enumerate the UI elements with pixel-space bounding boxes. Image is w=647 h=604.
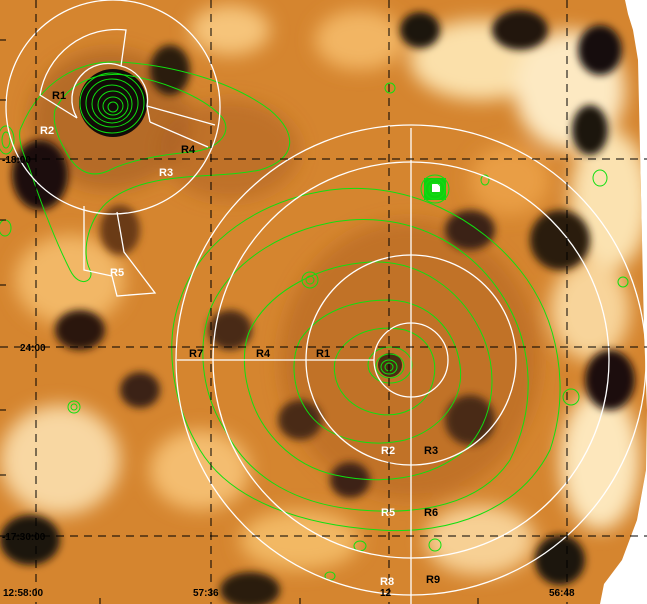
region-label-right-r3: R3 [424,445,438,457]
region-label-left-r3: R3 [159,167,173,179]
left-region-labels: R1 R2 R3 R4 R5 [40,90,196,279]
dec-label-2: 24:00 [20,343,46,354]
ra-label-3: 12 [380,588,392,599]
dec-label-1: -18:00 [2,155,31,166]
right-region-labels: R7 R4 R1 R2 R3 R5 R6 R8 R9 [189,348,440,588]
ra-label-1: 12:58:00 [3,588,43,599]
region-label-right-r6: R6 [424,507,438,519]
edge-ticks [0,39,479,604]
ra-label-4: 56:48 [549,588,575,599]
ra-label-2: 57:36 [193,588,219,599]
region-label-left-r1: R1 [52,90,66,102]
dec-label-3: -17:30:00 [2,532,46,543]
region-label-right-r1: R1 [316,348,330,360]
region-label-right-r9: R9 [426,574,440,586]
right-cluster-regions [175,124,647,604]
source-bright-point [424,178,446,200]
region-label-left-r2: R2 [40,125,54,137]
axis-labels: -18:00 24:00 -17:30:00 12:58:00 57:36 12… [2,155,575,599]
region-label-right-r8: R8 [380,576,394,588]
left-cluster-regions [5,0,221,297]
region-label-left-r4: R4 [181,144,196,156]
region-label-right-r5: R5 [381,507,395,519]
region-label-right-r7: R7 [189,348,203,360]
region-label-right-r4: R4 [256,348,271,360]
contour-lines [0,61,629,581]
region-label-left-r5: R5 [110,267,124,279]
region-label-right-r2: R2 [381,445,395,457]
